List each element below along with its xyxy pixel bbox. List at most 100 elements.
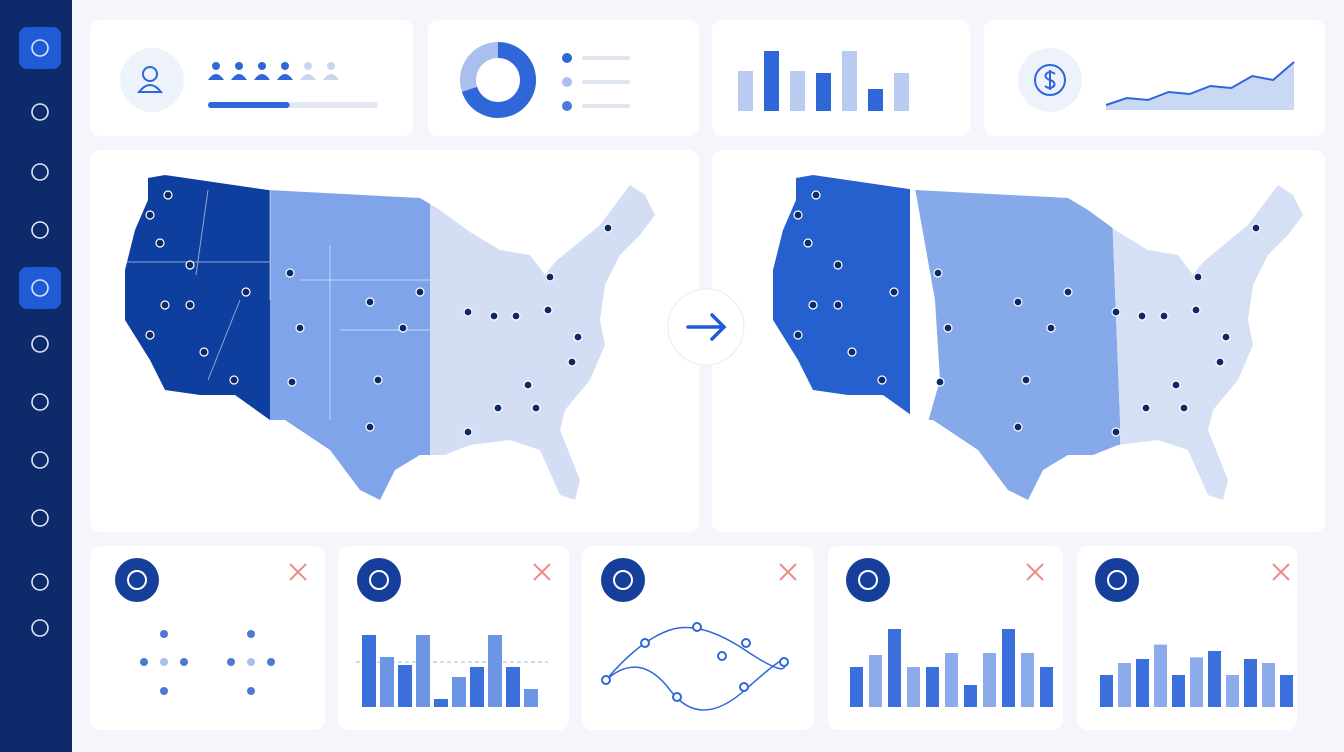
person: [212, 62, 220, 70]
bar: [1040, 667, 1053, 707]
city-dot: [163, 190, 173, 200]
nav-icon[interactable]: [31, 39, 49, 57]
bar: [506, 667, 520, 707]
pin: [601, 675, 611, 685]
city-dot: [1111, 427, 1121, 437]
user-icon: [142, 66, 158, 82]
close-button[interactable]: [289, 563, 307, 581]
person: [281, 62, 289, 70]
pin: [739, 682, 749, 692]
bar: [738, 71, 753, 111]
city-dot: [1111, 307, 1121, 317]
city-dot: [365, 297, 375, 307]
route-pins: [601, 622, 789, 702]
person: [327, 62, 335, 70]
person: [300, 74, 316, 80]
city-dot: [567, 357, 577, 367]
city-dot: [1063, 287, 1073, 297]
nav-icon[interactable]: [31, 221, 49, 239]
bar: [964, 685, 977, 707]
node: [247, 658, 255, 666]
nav-icon[interactable]: [31, 103, 49, 121]
close-button[interactable]: [1272, 563, 1290, 581]
person: [258, 62, 266, 70]
legend-line: [582, 80, 630, 84]
user-icon: [136, 84, 164, 93]
nav-icon[interactable]: [31, 573, 49, 591]
bar: [816, 73, 831, 111]
city-dot: [808, 300, 818, 310]
city-dot: [1179, 403, 1189, 413]
dollar-icon: [1044, 70, 1056, 90]
nav-icon[interactable]: [31, 451, 49, 469]
nav-icon[interactable]: [31, 335, 49, 353]
person: [277, 74, 293, 80]
city-dot: [398, 323, 408, 333]
bar: [1190, 657, 1203, 707]
bar: [1154, 644, 1167, 707]
city-dot: [811, 190, 821, 200]
city-dot: [1013, 297, 1023, 307]
nav-icon[interactable]: [31, 393, 49, 411]
pin: [640, 638, 650, 648]
bar: [1262, 663, 1275, 707]
city-dot: [933, 268, 943, 278]
city-dot: [415, 287, 425, 297]
city-dot: [365, 422, 375, 432]
bar: [488, 635, 502, 707]
city-dot: [511, 311, 521, 321]
city-dot: [1046, 323, 1056, 333]
city-dot: [1221, 332, 1231, 342]
bar: [470, 667, 484, 707]
city-dot: [145, 210, 155, 220]
city-dot: [155, 238, 165, 248]
city-dot: [603, 223, 613, 233]
legend-rows: [562, 53, 630, 111]
bar: [524, 689, 538, 707]
city-dot: [573, 332, 583, 342]
legend-dot: [562, 101, 572, 111]
bar: [894, 73, 909, 111]
bar: [1172, 675, 1185, 707]
city-dot: [145, 330, 155, 340]
pin: [717, 651, 727, 661]
nav-icon[interactable]: [31, 163, 49, 181]
bar: [1100, 675, 1113, 707]
city-dot: [1171, 380, 1181, 390]
close-button[interactable]: [533, 563, 551, 581]
city-dot: [1191, 305, 1201, 315]
borders: [125, 189, 430, 420]
city-dot: [1159, 311, 1169, 321]
close-button[interactable]: [779, 563, 797, 581]
city-dot: [847, 347, 857, 357]
region: [900, 175, 1120, 500]
nav-active[interactable]: [19, 267, 61, 309]
city-dot: [793, 210, 803, 220]
city-dot: [493, 403, 503, 413]
bar: [1021, 653, 1034, 707]
city-dot: [943, 323, 953, 333]
city-dot: [543, 305, 553, 315]
city-dot: [489, 311, 499, 321]
legend-line: [582, 104, 630, 108]
city-dot: [1251, 223, 1261, 233]
nav-icon[interactable]: [31, 279, 49, 297]
nav-icon[interactable]: [31, 619, 49, 637]
donut-segment: [460, 42, 499, 92]
dollar-icon: [1034, 64, 1066, 96]
bottom-icons: [115, 558, 1290, 602]
node-graph: [140, 630, 275, 695]
progress-fill: [208, 102, 290, 108]
node: [160, 687, 168, 695]
nav-icon[interactable]: [31, 509, 49, 527]
close-button[interactable]: [1026, 563, 1044, 581]
city-dot: [1215, 357, 1225, 367]
card-icon-glyph: [369, 570, 389, 590]
city-dot: [160, 300, 170, 310]
bar: [1002, 629, 1015, 707]
card-icon-glyph: [858, 570, 878, 590]
nav-active[interactable]: [19, 27, 61, 69]
card-icon: [1095, 558, 1139, 602]
person: [304, 62, 312, 70]
city-dot: [531, 403, 541, 413]
